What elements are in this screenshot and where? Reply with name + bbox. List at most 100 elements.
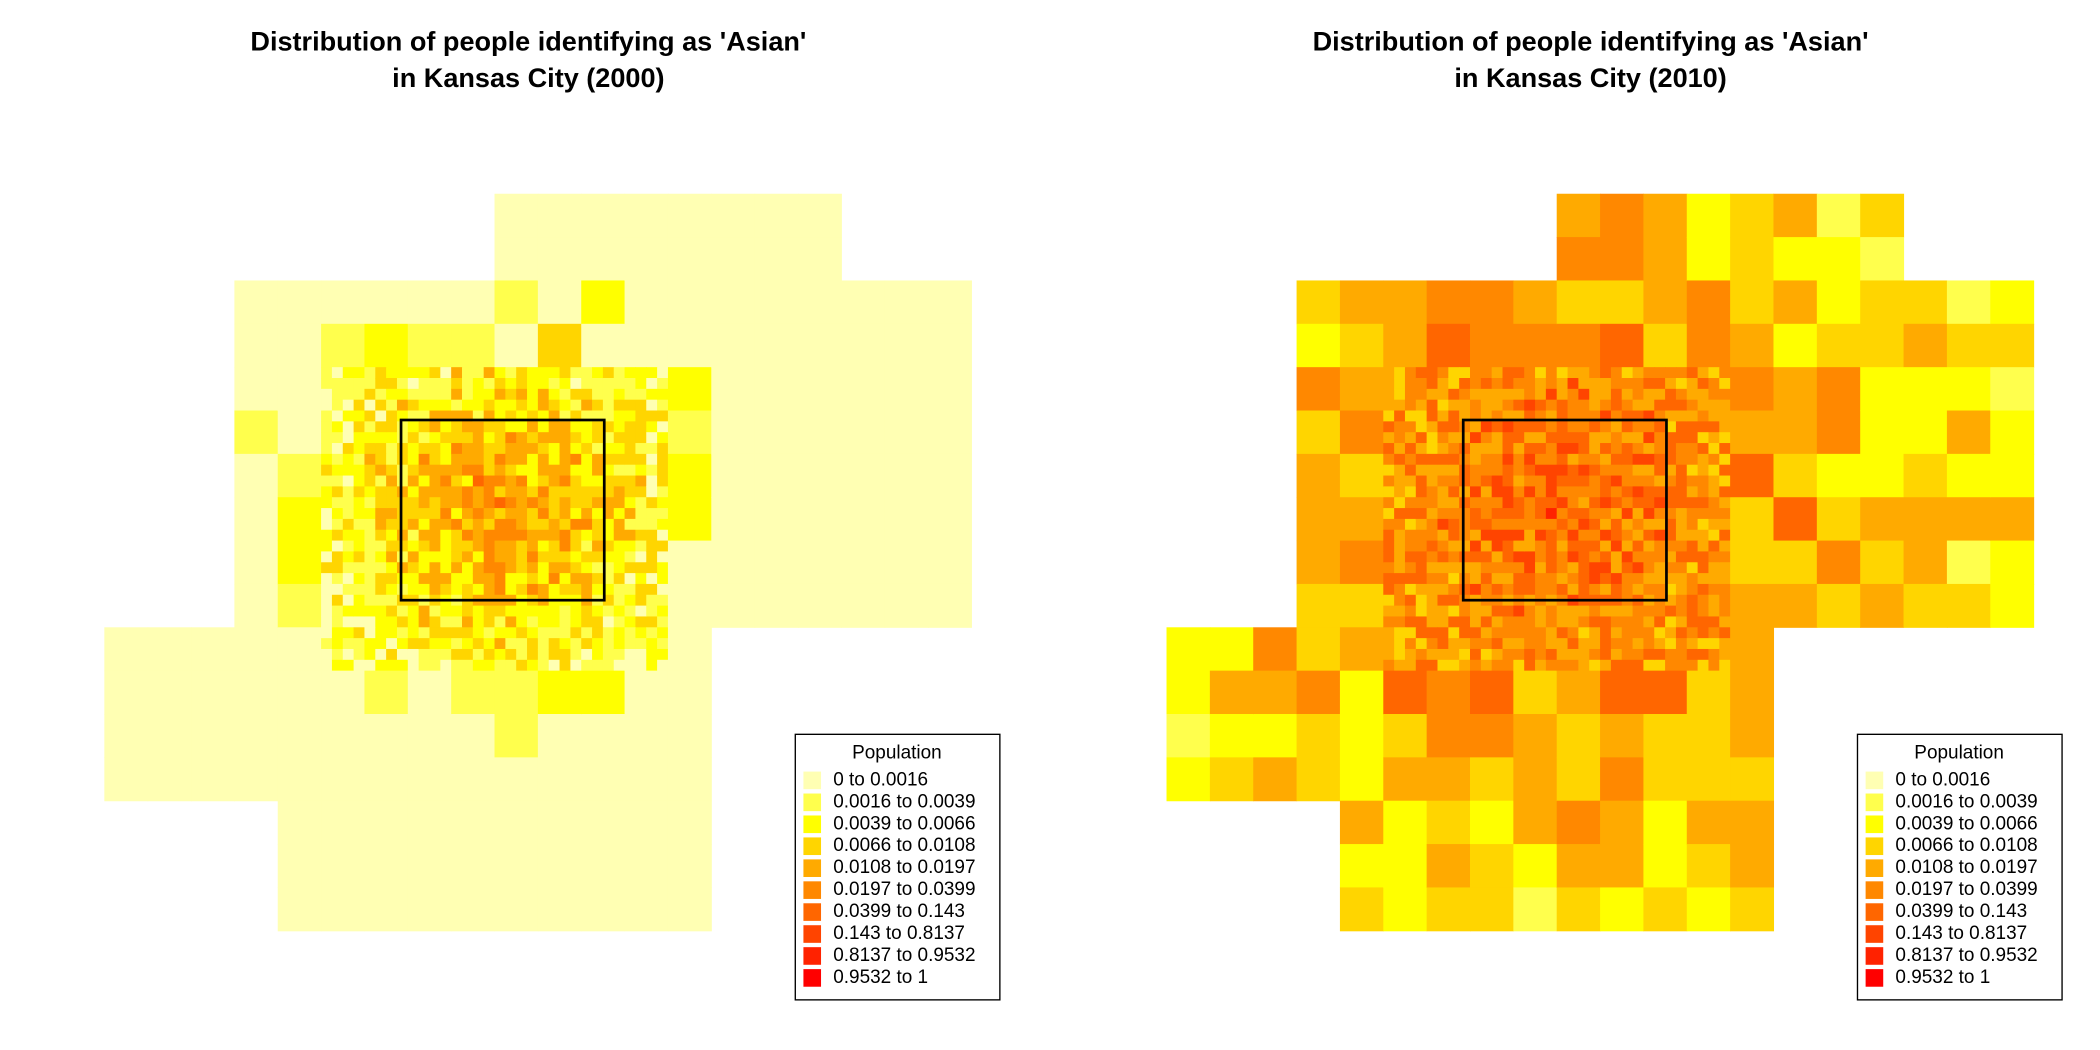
tract xyxy=(483,562,496,574)
tract xyxy=(375,594,387,607)
tract xyxy=(1730,887,1775,932)
tract xyxy=(657,410,669,422)
tract xyxy=(353,367,365,379)
tract xyxy=(602,659,615,672)
tract xyxy=(1632,453,1644,466)
tract xyxy=(1339,887,1384,932)
tract xyxy=(570,616,582,628)
tract xyxy=(1643,453,1655,466)
tract xyxy=(516,540,528,552)
tract xyxy=(1632,529,1644,542)
legend-swatch xyxy=(1865,925,1884,943)
tract xyxy=(1480,518,1493,531)
tract xyxy=(1513,551,1525,563)
tract xyxy=(1860,323,1905,368)
tract xyxy=(1860,237,1905,281)
tract xyxy=(1437,497,1449,509)
tract xyxy=(1296,583,1341,628)
tract xyxy=(1686,475,1699,487)
tract xyxy=(1643,800,1688,845)
tract xyxy=(1697,453,1709,466)
tract xyxy=(1610,453,1623,466)
tract xyxy=(570,540,582,552)
tract xyxy=(1708,475,1720,487)
tract xyxy=(1502,540,1514,552)
tract xyxy=(537,410,550,422)
tract xyxy=(1719,399,1731,412)
tract xyxy=(754,410,799,455)
tract xyxy=(1448,529,1460,542)
tract xyxy=(1730,497,1775,542)
tract xyxy=(1665,399,1677,412)
tract xyxy=(1415,518,1428,531)
tract xyxy=(581,443,593,455)
tract xyxy=(386,508,398,520)
tract xyxy=(1589,605,1601,617)
tract xyxy=(581,714,626,758)
tract xyxy=(277,757,322,802)
tract xyxy=(1675,638,1688,650)
tract xyxy=(1524,573,1536,585)
legend-swatch xyxy=(803,771,822,790)
tract xyxy=(592,486,604,498)
tract xyxy=(418,378,431,390)
tract xyxy=(1578,659,1590,672)
tract xyxy=(1459,627,1471,639)
tract xyxy=(1708,551,1720,563)
tract xyxy=(657,529,669,542)
tract xyxy=(1708,583,1720,596)
tract xyxy=(613,562,626,574)
tract xyxy=(386,659,398,672)
tract xyxy=(1643,551,1655,563)
tract xyxy=(1610,378,1623,390)
tract xyxy=(1502,648,1514,661)
tract xyxy=(559,388,571,401)
tract xyxy=(1491,443,1504,455)
tract xyxy=(928,323,972,368)
tract xyxy=(1610,583,1623,596)
tract xyxy=(353,388,365,401)
tract xyxy=(1253,757,1298,802)
tract xyxy=(1383,887,1428,932)
tract xyxy=(494,551,506,563)
tract xyxy=(1675,388,1688,401)
tract xyxy=(548,497,561,509)
tract xyxy=(1437,638,1449,650)
tract xyxy=(1535,432,1547,444)
tract xyxy=(646,627,658,639)
tract xyxy=(1502,378,1514,390)
tract xyxy=(321,714,365,758)
tract xyxy=(1556,800,1601,845)
tract xyxy=(657,573,669,585)
tract xyxy=(1296,670,1341,715)
tract xyxy=(462,486,474,498)
tract xyxy=(1708,453,1720,466)
tract xyxy=(1578,551,1590,563)
tract xyxy=(396,638,409,650)
tract xyxy=(505,616,517,628)
tract xyxy=(1567,388,1579,401)
tract xyxy=(342,421,355,433)
tract xyxy=(1632,627,1644,639)
tract xyxy=(1502,421,1514,433)
tract xyxy=(386,453,398,466)
tract xyxy=(1426,670,1471,715)
tract xyxy=(1426,529,1439,542)
tract xyxy=(1675,518,1688,531)
tract xyxy=(1383,638,1395,650)
tract xyxy=(516,399,528,412)
tract xyxy=(1643,237,1688,281)
tract xyxy=(1502,583,1514,596)
tract xyxy=(1415,627,1428,639)
tract xyxy=(1686,508,1699,520)
legend-label: 0.9532 to 1 xyxy=(833,967,928,988)
tract xyxy=(364,388,376,401)
tract xyxy=(1296,757,1341,802)
tract xyxy=(1448,508,1460,520)
tract xyxy=(592,432,604,444)
tract xyxy=(1480,388,1493,401)
tract xyxy=(1556,508,1569,520)
tract xyxy=(570,367,582,379)
tract xyxy=(1567,443,1579,455)
